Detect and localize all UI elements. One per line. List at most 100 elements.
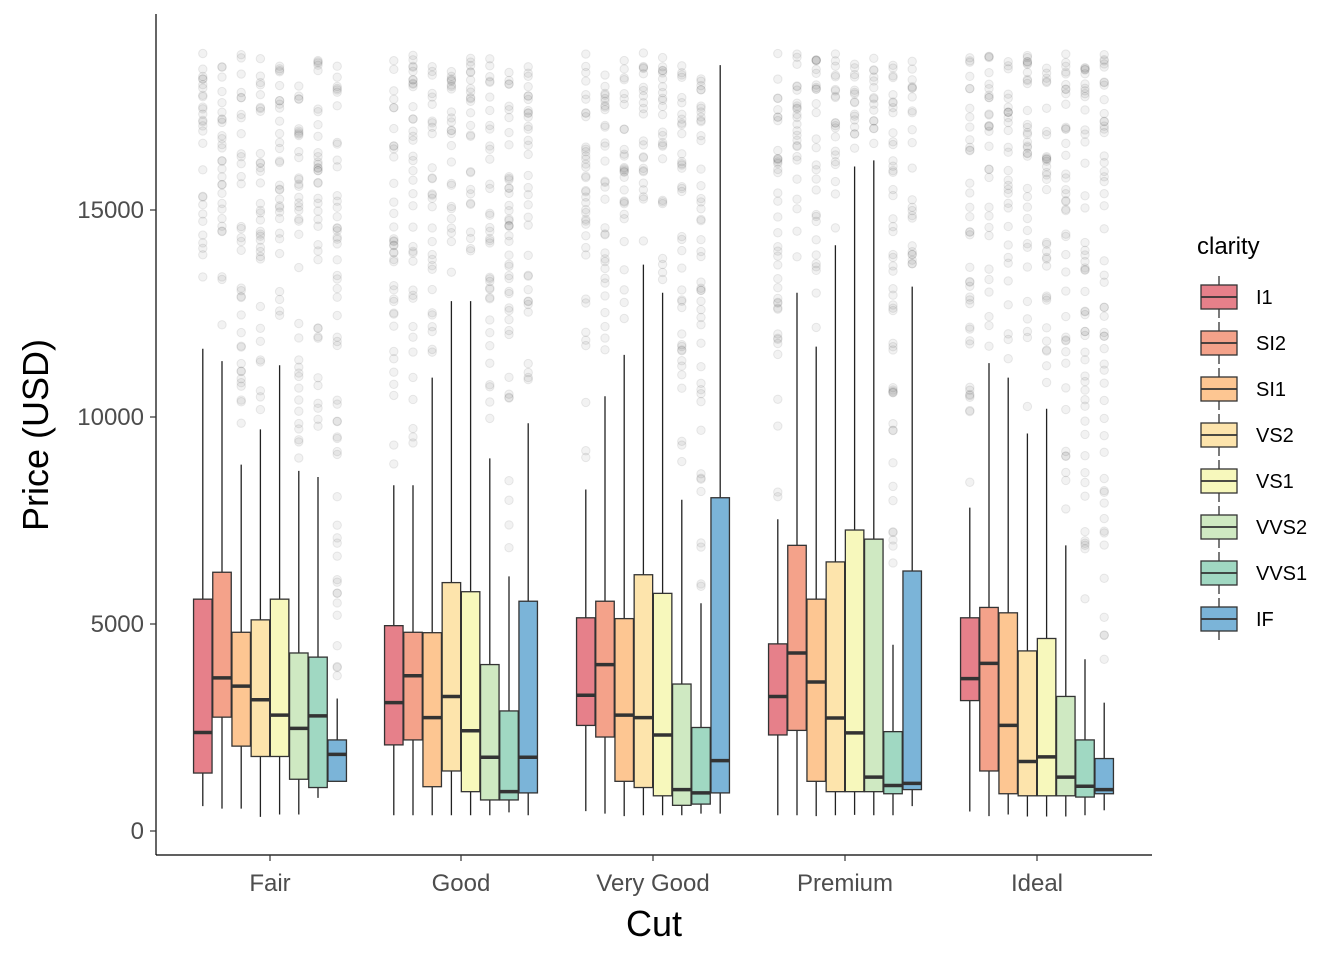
outlier-point bbox=[1080, 376, 1090, 387]
outlier-point bbox=[504, 325, 514, 336]
outlier-point bbox=[677, 346, 687, 356]
outlier-point bbox=[523, 220, 533, 230]
outlier-point bbox=[965, 281, 975, 291]
outlier-point bbox=[811, 250, 821, 260]
outlier-point bbox=[1022, 76, 1033, 86]
outlier-point bbox=[1061, 99, 1071, 109]
outlier-point bbox=[773, 242, 783, 252]
outlier-point bbox=[773, 74, 783, 84]
outlier-point bbox=[869, 99, 879, 109]
outlier-point bbox=[677, 345, 687, 355]
outlier-point bbox=[1061, 229, 1071, 239]
outlier-point bbox=[907, 106, 917, 116]
outlier-point bbox=[523, 105, 533, 116]
outlier-point bbox=[849, 122, 860, 132]
outlier-point bbox=[581, 397, 591, 408]
outlier-point bbox=[485, 276, 495, 287]
outlier-point bbox=[523, 182, 533, 193]
outlier-point bbox=[1099, 331, 1109, 341]
outlier-point bbox=[274, 306, 285, 316]
outlier-point bbox=[773, 487, 783, 497]
outlier-point bbox=[465, 87, 476, 97]
outlier-point bbox=[888, 458, 898, 468]
box-si2-premium bbox=[787, 544, 807, 732]
outlier-point bbox=[446, 74, 457, 84]
outlier-point bbox=[581, 111, 591, 122]
outlier-point bbox=[523, 296, 533, 306]
outlier-point bbox=[523, 91, 533, 101]
outlier-point bbox=[677, 356, 687, 366]
box-si1-fair bbox=[231, 631, 252, 747]
outlier-point bbox=[792, 103, 802, 113]
outlier-point bbox=[792, 81, 802, 91]
outlier-point bbox=[504, 205, 514, 216]
outlier-point bbox=[1022, 148, 1033, 159]
outlier-point bbox=[888, 303, 898, 313]
outlier-point bbox=[446, 228, 457, 238]
outlier-point bbox=[1080, 69, 1090, 79]
outlier-point bbox=[600, 278, 610, 288]
outlier-point bbox=[677, 231, 687, 242]
outlier-point bbox=[773, 282, 783, 293]
outlier-point bbox=[1080, 355, 1090, 365]
outlier-point bbox=[849, 97, 860, 107]
outlier-point bbox=[465, 243, 476, 254]
outlier-point bbox=[677, 370, 687, 380]
outlier-point bbox=[485, 294, 495, 304]
outlier-point bbox=[811, 216, 821, 227]
outlier-point bbox=[1099, 151, 1109, 161]
outlier-point bbox=[581, 207, 591, 218]
outlier-point bbox=[1003, 180, 1013, 191]
outlier-point bbox=[485, 292, 495, 303]
outlier-point bbox=[1041, 154, 1052, 164]
outlier-point bbox=[236, 245, 246, 255]
outlier-point bbox=[965, 324, 975, 334]
y-tick-label: 5000 bbox=[91, 611, 144, 638]
outlier-point bbox=[1080, 416, 1090, 426]
outlier-point bbox=[965, 389, 975, 400]
outlier-point bbox=[389, 208, 399, 219]
outlier-point bbox=[965, 322, 975, 332]
box-i1-good bbox=[383, 625, 404, 746]
outlier-point bbox=[1041, 77, 1052, 88]
legend-label: SI2 bbox=[1256, 333, 1286, 355]
outlier-point bbox=[1061, 57, 1071, 68]
x-tick-label: Fair bbox=[249, 870, 290, 897]
outlier-point bbox=[465, 184, 476, 195]
outlier-point bbox=[581, 294, 591, 304]
outlier-point bbox=[1099, 311, 1109, 321]
outlier-point bbox=[965, 227, 975, 237]
outlier-point bbox=[1080, 250, 1090, 260]
outlier-point bbox=[274, 157, 285, 168]
outlier-point bbox=[696, 469, 706, 479]
box-if-very-good bbox=[710, 497, 731, 794]
outlier-point bbox=[294, 129, 304, 139]
outlier-point bbox=[1061, 286, 1071, 296]
outlier-point bbox=[1080, 125, 1090, 135]
outlier-point bbox=[849, 143, 860, 153]
outlier-point bbox=[600, 333, 610, 343]
outlier-point bbox=[1022, 326, 1033, 337]
outlier-point bbox=[446, 157, 457, 167]
outlier-point bbox=[1041, 161, 1052, 172]
outlier-point bbox=[984, 52, 994, 62]
outlier-point bbox=[485, 382, 495, 392]
outlier-point bbox=[198, 115, 208, 126]
outlier-point bbox=[332, 574, 342, 585]
outlier-point bbox=[332, 283, 342, 294]
outlier-point bbox=[696, 542, 706, 552]
outlier-point bbox=[600, 90, 610, 100]
outlier-point bbox=[696, 378, 706, 389]
outlier-point bbox=[1003, 93, 1013, 103]
outlier-point bbox=[255, 148, 266, 159]
outlier-point bbox=[657, 65, 668, 76]
outlier-point bbox=[696, 214, 706, 225]
legend-label: SI1 bbox=[1256, 379, 1286, 401]
outlier-point bbox=[677, 234, 687, 245]
outlier-point bbox=[600, 104, 610, 115]
outlier-point bbox=[236, 149, 246, 159]
outlier-point bbox=[1061, 404, 1071, 415]
outlier-point bbox=[581, 89, 591, 100]
outlier-point bbox=[332, 83, 342, 94]
outlier-point bbox=[408, 347, 418, 357]
